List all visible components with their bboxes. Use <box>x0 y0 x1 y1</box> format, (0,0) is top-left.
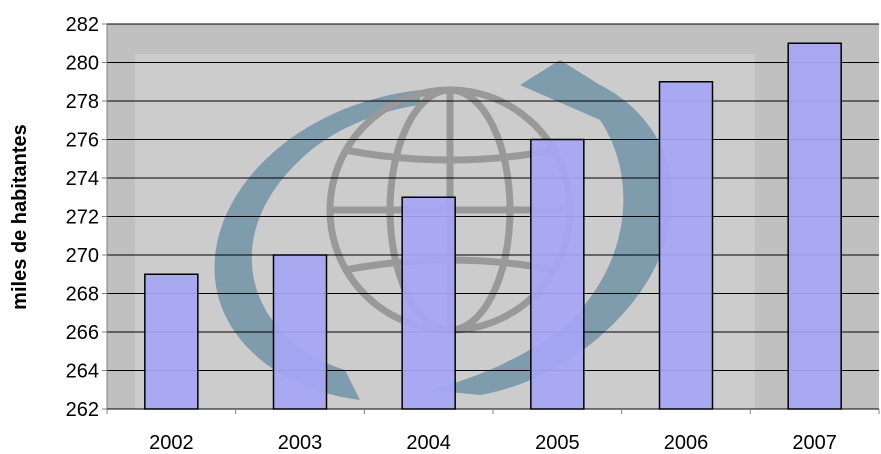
watermark-arrow-right <box>430 60 672 395</box>
x-tick-label: 2007 <box>792 432 837 454</box>
x-tick-label: 2005 <box>535 432 580 454</box>
bar-2004 <box>401 196 456 410</box>
bar-2007 <box>787 42 842 410</box>
x-tick-label: 2006 <box>664 432 709 454</box>
y-tick-label: 264 <box>66 361 99 383</box>
y-tick-label: 272 <box>66 207 99 229</box>
y-tick-label: 262 <box>66 399 99 421</box>
gridlines <box>107 23 879 371</box>
x-tick-label: 2002 <box>149 432 194 454</box>
x-tick-label: 2003 <box>278 432 323 454</box>
bar-2006 <box>658 81 714 410</box>
y-axis-ticks: 262 264 266 268 270 272 274 276 278 280 282 <box>66 14 107 421</box>
y-tick-label: 282 <box>66 14 99 36</box>
y-tick-label: 266 <box>66 322 99 344</box>
y-axis-title: miles de habitantes <box>9 124 31 310</box>
bars <box>144 42 842 410</box>
watermark-arrow-left <box>214 90 420 400</box>
y-tick-label: 270 <box>66 245 99 267</box>
y-tick-label: 276 <box>66 130 99 152</box>
y-tick-label: 278 <box>66 91 99 113</box>
bar-2005 <box>530 138 585 410</box>
y-tick-label: 274 <box>66 168 99 190</box>
bar-2003 <box>272 254 328 410</box>
y-tick-label: 280 <box>66 53 99 75</box>
x-tick-label: 2004 <box>406 432 451 454</box>
bar-2002 <box>144 273 199 410</box>
y-tick-label: 268 <box>66 284 99 306</box>
x-axis-ticks: 2002 2003 2004 2005 2006 2007 <box>106 409 880 454</box>
